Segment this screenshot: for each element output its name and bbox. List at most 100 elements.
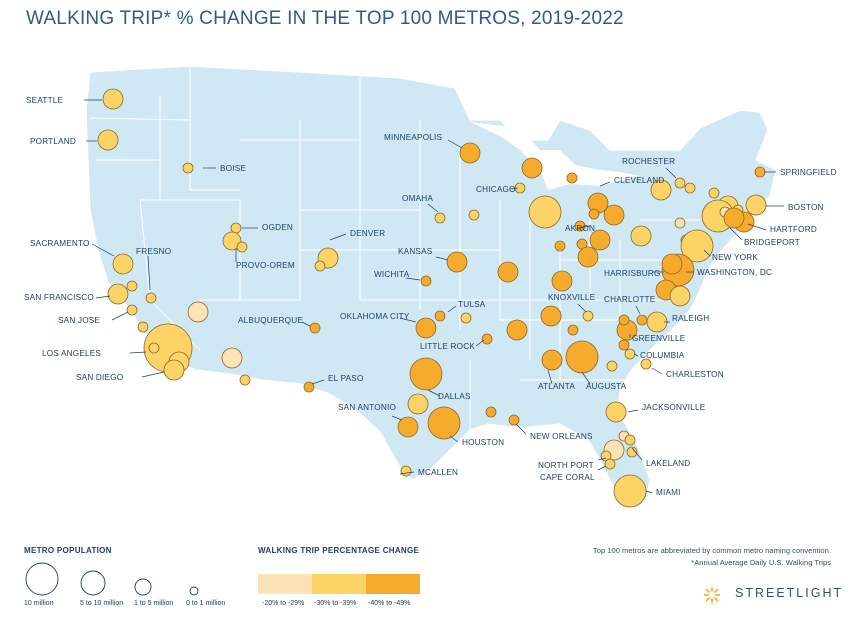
note-line-2: *Annual Average Daily U.S. Walking Trips xyxy=(691,558,831,567)
metro-label: MINNEAPOLIS xyxy=(384,133,443,142)
label-leader-line xyxy=(449,435,459,443)
label-leader-line xyxy=(391,415,403,421)
metro-circle xyxy=(303,381,315,393)
metro-circle xyxy=(97,129,119,151)
metro-circle xyxy=(618,339,630,351)
metro-label: AKRON xyxy=(565,224,595,233)
label-leader-line xyxy=(111,311,129,321)
change-legend-swatch xyxy=(258,574,312,594)
metro-label: KANSAS xyxy=(398,247,433,256)
label-leader-line xyxy=(547,369,553,385)
population-legend-circle xyxy=(25,562,59,596)
label-leader-line xyxy=(597,457,607,461)
metro-circle xyxy=(126,280,138,292)
metro-circle xyxy=(148,342,160,354)
label-leader-line xyxy=(91,243,115,257)
metro-circle xyxy=(427,406,461,440)
label-leader-line xyxy=(301,321,311,327)
metro-circle xyxy=(754,166,766,178)
label-leader-line xyxy=(631,447,643,461)
metro-label: PROVO-OREM xyxy=(236,261,295,270)
metro-label: CHARLESTON xyxy=(666,370,724,379)
change-legend-swatch xyxy=(366,574,420,594)
metro-circle xyxy=(669,285,691,307)
metro-circle xyxy=(624,348,636,360)
page-title: WALKING TRIP* % CHANGE IN THE TOP 100 ME… xyxy=(26,8,624,29)
metro-circle xyxy=(613,474,647,508)
metro-label: GREENVILLE xyxy=(632,334,686,343)
population-legend-item: 5 to 10 million xyxy=(80,600,124,607)
metro-label: AUGUSTA xyxy=(586,382,627,391)
metro-label: WASHINGTON, DC xyxy=(697,268,772,277)
streetlight-logo-icon xyxy=(704,587,720,603)
metro-circle xyxy=(400,465,412,477)
metro-label: JACKSONVILLE xyxy=(642,403,706,412)
population-legend-item: 0 to 1 million xyxy=(186,600,226,607)
metro-circle xyxy=(723,207,745,229)
metro-label: OKLAHOMA CITY xyxy=(340,312,410,321)
change-legend-item: -30% to -39% xyxy=(314,600,357,607)
label-leader-line xyxy=(651,367,663,375)
metro-circle xyxy=(415,317,437,339)
metro-circle xyxy=(314,260,326,272)
label-leader-line xyxy=(95,295,111,299)
metro-circle xyxy=(481,333,493,345)
metro-circle xyxy=(521,157,543,179)
label-leader-line xyxy=(427,389,441,397)
change-legend-bar xyxy=(258,574,420,594)
metro-label: NEW YORK xyxy=(712,253,758,262)
metro-circle xyxy=(680,229,714,263)
population-legend-circles xyxy=(25,562,199,596)
population-legend-circle xyxy=(134,578,152,596)
metro-circle xyxy=(684,182,696,194)
label-leader-line xyxy=(509,187,519,190)
metro-circle xyxy=(630,225,652,247)
great-lakes xyxy=(470,122,640,190)
metro-label: PORTLAND xyxy=(30,137,76,146)
metro-circle xyxy=(460,312,472,324)
metro-label: CHICAGO xyxy=(476,185,516,194)
metro-circle xyxy=(459,142,481,164)
metro-label: BRIDGEPORT xyxy=(744,238,800,247)
metro-label: ROCHESTER xyxy=(622,157,675,166)
metro-label: DENVER xyxy=(350,229,385,238)
metro-circle xyxy=(163,359,185,381)
metro-circle xyxy=(603,204,625,226)
label-leader-line xyxy=(645,490,653,494)
metro-circle xyxy=(145,292,157,304)
label-leader-line xyxy=(129,351,147,354)
metro-circle xyxy=(102,88,124,110)
metro-circle xyxy=(420,275,432,287)
metro-circle xyxy=(640,358,652,370)
metro-label: MIAMI xyxy=(656,488,681,497)
metro-circle xyxy=(468,209,480,221)
metro-circle xyxy=(236,241,248,253)
metro-label: LAKELAND xyxy=(646,459,690,468)
metro-circle xyxy=(126,304,138,316)
metro-label: WICHITA xyxy=(374,270,410,279)
metro-circle xyxy=(508,414,520,426)
label-leader-line xyxy=(405,277,421,281)
metro-circle xyxy=(650,179,672,201)
metro-circle xyxy=(107,283,129,305)
label-leader-line xyxy=(635,305,641,315)
metro-label: COLUMBIA xyxy=(640,351,685,360)
metro-circle xyxy=(574,220,586,232)
metro-circle xyxy=(528,195,562,229)
metro-circle xyxy=(661,253,683,275)
label-leader-line xyxy=(427,203,439,213)
metro-label: SAN ANTONIO xyxy=(338,403,396,412)
metro-circle xyxy=(589,229,611,251)
metro-circle xyxy=(434,310,446,322)
metro-circle xyxy=(618,314,630,326)
change-legend-item: -20% to -29% xyxy=(262,600,305,607)
label-leader-line xyxy=(703,249,711,257)
label-leader-line xyxy=(747,223,767,231)
metro-circle xyxy=(606,360,618,372)
label-leader-line xyxy=(729,227,743,241)
metro-circle xyxy=(636,314,648,326)
label-leader-line xyxy=(581,371,591,385)
label-leader-line xyxy=(599,181,611,187)
metro-label: SAN DIEGO xyxy=(76,373,123,382)
